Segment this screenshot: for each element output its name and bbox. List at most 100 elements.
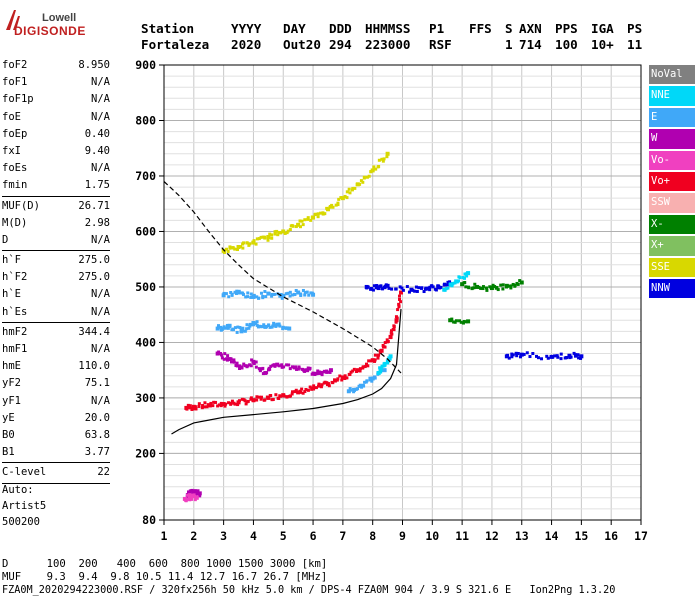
echo-point bbox=[436, 284, 440, 288]
echo-point bbox=[325, 382, 330, 387]
echo-point bbox=[268, 232, 272, 236]
echo-point bbox=[327, 384, 331, 388]
echo-point bbox=[227, 401, 231, 405]
echo-point bbox=[232, 360, 236, 364]
echo-point bbox=[222, 357, 226, 361]
echo-point bbox=[333, 379, 337, 383]
echo-point bbox=[383, 341, 387, 345]
echo-point bbox=[405, 285, 409, 289]
echo-point bbox=[509, 286, 513, 290]
parameter-row: fmin 1.75 bbox=[2, 177, 110, 194]
echo-point bbox=[439, 285, 443, 289]
echo-point bbox=[260, 325, 264, 329]
echo-point bbox=[236, 325, 240, 329]
parameter-name: foE bbox=[2, 110, 21, 123]
echo-point bbox=[334, 203, 338, 207]
parameter-value: 2.98 bbox=[84, 216, 110, 229]
echo-point bbox=[379, 348, 384, 353]
header-value: 1 bbox=[505, 37, 513, 52]
echo-point bbox=[239, 245, 243, 249]
echo-point bbox=[448, 318, 453, 323]
echo-point bbox=[320, 383, 324, 387]
echo-point bbox=[343, 377, 347, 381]
echo-point bbox=[186, 403, 190, 407]
echo-point bbox=[274, 393, 278, 397]
echo-point bbox=[269, 394, 273, 398]
echo-point bbox=[317, 384, 321, 388]
echo-point bbox=[345, 190, 349, 194]
y-tick-label: 800 bbox=[135, 113, 156, 127]
echo-point bbox=[225, 358, 229, 362]
echo-point bbox=[283, 231, 287, 235]
echo-point bbox=[331, 381, 335, 385]
echo-point bbox=[319, 385, 323, 389]
echo-point bbox=[338, 374, 342, 378]
echo-point bbox=[286, 229, 290, 233]
echo-point bbox=[241, 246, 245, 250]
echo-point bbox=[452, 320, 456, 324]
parameter-value: N/A bbox=[91, 305, 110, 318]
echo-point bbox=[236, 403, 240, 407]
echo-point bbox=[374, 286, 378, 290]
logo-text-lowell: Lowell bbox=[42, 12, 77, 24]
echo-point bbox=[340, 196, 345, 201]
echo-point bbox=[230, 292, 234, 296]
echo-point bbox=[255, 237, 259, 241]
echo-point bbox=[191, 404, 196, 409]
parameter-value: 275.0 bbox=[78, 271, 110, 284]
echo-point bbox=[415, 289, 419, 293]
echo-point bbox=[330, 203, 334, 207]
header-label: DAY bbox=[283, 21, 306, 36]
echo-point bbox=[394, 287, 398, 291]
echo-point bbox=[377, 164, 381, 168]
x-tick-label: 14 bbox=[545, 529, 559, 543]
echo-point bbox=[509, 284, 513, 288]
header-label: AXN bbox=[519, 21, 542, 36]
echo-point bbox=[288, 290, 292, 294]
echo-point bbox=[370, 358, 375, 363]
echo-point bbox=[248, 242, 252, 246]
echo-point bbox=[217, 350, 221, 354]
echo-point bbox=[464, 285, 468, 289]
echo-point bbox=[278, 294, 282, 298]
echo-point bbox=[444, 287, 448, 291]
echo-point bbox=[382, 364, 386, 368]
echo-point bbox=[337, 197, 341, 201]
echo-point bbox=[513, 284, 517, 288]
echo-point bbox=[267, 323, 271, 327]
legend-item: E bbox=[649, 107, 695, 128]
echo-point bbox=[246, 291, 250, 295]
header-label: FFS bbox=[469, 21, 492, 36]
echo-point bbox=[466, 285, 470, 289]
echo-point bbox=[296, 222, 301, 227]
echo-point bbox=[573, 354, 577, 358]
echo-point bbox=[277, 364, 281, 368]
echo-point bbox=[477, 285, 481, 289]
echo-point bbox=[390, 287, 394, 291]
echo-point bbox=[273, 364, 277, 368]
echo-point bbox=[287, 326, 292, 331]
echo-point bbox=[350, 188, 354, 192]
echo-point bbox=[424, 286, 429, 291]
echo-point bbox=[328, 205, 332, 209]
echo-point bbox=[215, 351, 220, 356]
echo-point bbox=[383, 286, 387, 290]
echo-point bbox=[221, 293, 226, 298]
echo-point bbox=[266, 235, 271, 240]
echo-point bbox=[446, 280, 450, 284]
echo-point bbox=[348, 388, 352, 392]
parameter-row: h`Es N/A bbox=[2, 304, 110, 321]
echo-point bbox=[249, 292, 253, 296]
echo-point bbox=[241, 326, 245, 330]
echo-point bbox=[309, 218, 313, 222]
echo-point bbox=[531, 352, 535, 356]
digisonde-logo: Lowell DIGISONDE bbox=[4, 8, 85, 48]
echo-point bbox=[346, 389, 351, 394]
echo-point bbox=[394, 318, 399, 323]
echo-point bbox=[272, 323, 276, 327]
echo-point bbox=[224, 292, 228, 296]
echo-point bbox=[235, 248, 239, 252]
muf-row: MUF 9.3 9.4 9.8 10.5 11.4 12.7 16.7 26.7… bbox=[2, 571, 328, 583]
echo-point bbox=[208, 404, 212, 408]
